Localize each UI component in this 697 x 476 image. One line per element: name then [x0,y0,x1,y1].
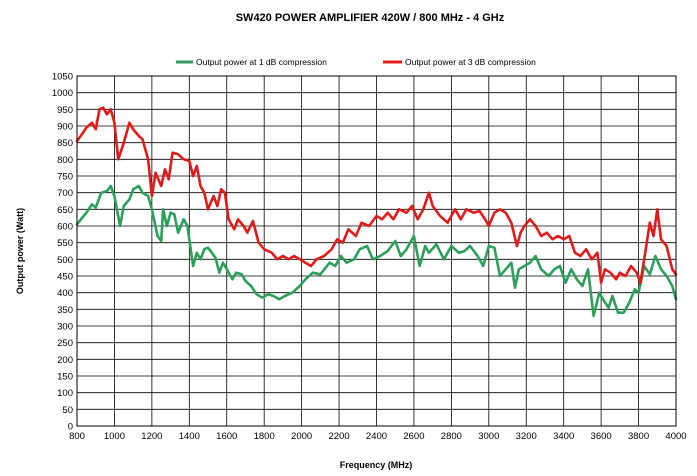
legend-label-series-1: Output power at 1 dB compression [196,57,327,67]
x-tick-label: 1200 [141,431,162,442]
y-tick-label: 750 [57,172,73,183]
x-axis-label: Frequency (MHz) [340,460,413,470]
y-tick-label: 300 [57,322,73,333]
y-tick-label: 150 [57,372,73,383]
x-tick-label: 800 [69,431,85,442]
y-axis-label: Output power (Watt) [15,208,25,294]
y-tick-label: 600 [57,222,73,233]
y-tick-label: 1000 [52,88,73,99]
x-tick-label: 2800 [441,431,462,442]
y-tick-label: 850 [57,138,73,149]
x-tick-label: 1000 [104,431,125,442]
x-tick-label: 2200 [328,431,349,442]
x-tick-label: 4000 [665,431,686,442]
x-tick-label: 1800 [254,431,275,442]
x-tick-label: 3000 [478,431,499,442]
y-tick-label: 400 [57,288,73,299]
x-tick-label: 1600 [216,431,237,442]
tick-labels: 0 50 100 150 200 250 300 350 400 450 500 550 600 650 7… [52,72,687,443]
series-line-1 [75,184,678,318]
y-tick-label: 700 [57,188,73,199]
y-tick-label: 350 [57,305,73,316]
series-lines [75,106,678,318]
y-tick-label: 200 [57,355,73,366]
y-tick-label: 500 [57,255,73,266]
x-tick-label: 3600 [591,431,612,442]
y-tick-label: 450 [57,272,73,283]
plot-frame [76,75,677,427]
y-tick-label: 550 [57,238,73,249]
x-tick-label: 3800 [628,431,649,442]
y-tick-label: 650 [57,205,73,216]
y-tick-label: 250 [57,338,73,349]
y-tick-label: 0 [68,422,73,433]
legend: Output power at 1 dB compression Output … [176,57,536,67]
y-tick-label: 800 [57,155,73,166]
x-tick-label: 3400 [553,431,574,442]
x-tick-label: 2000 [291,431,312,442]
series-line-2 [75,106,678,285]
x-tick-label: 1400 [179,431,200,442]
y-tick-label: 900 [57,122,73,133]
y-tick-label: 1050 [52,72,73,83]
y-tick-label: 50 [62,405,73,416]
legend-label-series-2: Output power at 3 dB compression [405,57,536,67]
y-tick-label: 950 [57,105,73,116]
x-tick-label: 2400 [366,431,387,442]
x-tick-label: 3200 [516,431,537,442]
y-tick-label: 100 [57,388,73,399]
x-tick-label: 2600 [403,431,424,442]
chart-title: SW420 POWER AMPLIFIER 420W / 800 MHz - 4… [236,12,505,24]
